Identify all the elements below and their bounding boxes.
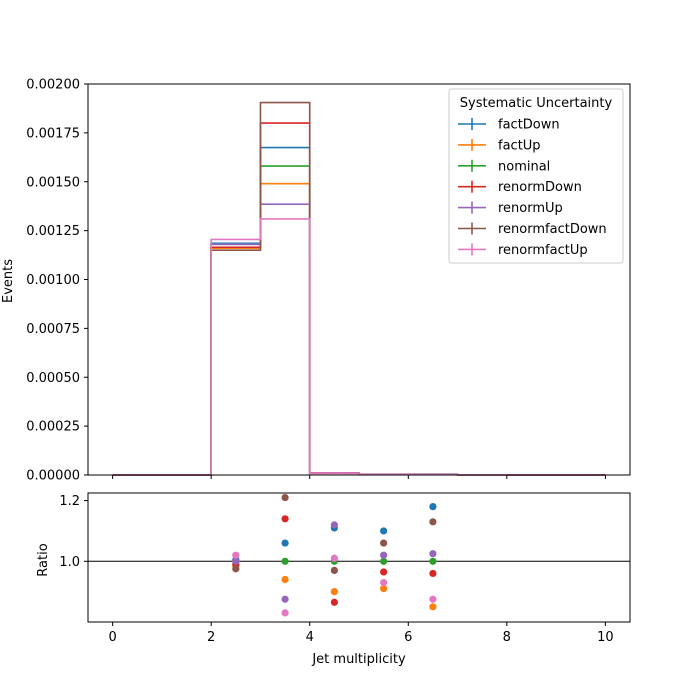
ratio-point-renormDown [380, 568, 388, 576]
legend-item-renormUp: renormUp [458, 201, 563, 216]
ratio-point-renormUp [380, 551, 388, 559]
ratio-y-tick-label: 1.0 [59, 555, 80, 570]
legend-item-renormDown: renormDown [458, 180, 582, 195]
histogram-panel: 0.00000 0.00025 0.00050 0.00075 0.00100 0.001… [1, 78, 631, 484]
ratio-point-factUp [429, 603, 437, 611]
legend-item-renormfactUp: renormfactUp [458, 243, 588, 258]
histogram-y-tick-label: 0.00000 [26, 469, 80, 484]
ratio-x-tick-label: 0 [108, 630, 116, 645]
ratio-point-factUp [281, 575, 289, 584]
legend-label: nominal [498, 159, 550, 174]
ratio-point-nominal [281, 557, 289, 565]
ratio-point-renormDown [281, 515, 289, 523]
ratio-point-nominal [429, 557, 437, 565]
ratio-point-renormfactUp [281, 609, 289, 617]
ratio-panel: 1.0 1.2 0 2 4 6 8 10 Jet multiplicity Ratio [36, 492, 631, 667]
ratio-x-tick-label: 4 [306, 630, 314, 645]
histogram-y-tick-label: 0.00150 [26, 175, 80, 190]
ratio-point-factDown [281, 539, 289, 547]
ratio-x-tick-label: 8 [503, 630, 511, 645]
ratio-point-renormUp [330, 521, 338, 529]
ratio-x-tick-label: 10 [597, 630, 614, 645]
ratio-point-factUp [380, 585, 388, 593]
ratio-axes-frame [87, 492, 631, 623]
legend-label: factUp [498, 138, 541, 153]
ratio-point-renormfactDown [380, 539, 388, 547]
ratio-x-tick-label: 2 [207, 630, 215, 645]
ratio-x-ticks: 0 2 4 6 8 10 [108, 622, 614, 645]
ratio-point-renormfactDown [281, 493, 289, 502]
legend-title: Systematic Uncertainty [460, 96, 613, 111]
ratio-point-renormUp [281, 595, 289, 603]
histogram-y-tick-label: 0.00125 [26, 224, 80, 239]
ratio-point-renormfactUp [429, 595, 437, 603]
ratio-point-renormfactUp [380, 578, 388, 587]
ratio-point-nominal [380, 557, 388, 565]
histogram-x-ticks [112, 475, 606, 479]
ratio-series-group [232, 493, 437, 617]
histogram-y-tick-label: 0.00025 [26, 420, 80, 435]
legend-label: renormfactDown [498, 222, 607, 237]
legend-label: renormUp [498, 201, 563, 216]
ratio-x-axis-label: Jet multiplicity [311, 652, 406, 667]
legend-box [448, 88, 624, 264]
ratio-point-factDown [380, 527, 388, 535]
ratio-y-axis-label: Ratio [36, 543, 51, 576]
legend: Systematic Uncertainty factDown factUp nom… [448, 88, 624, 264]
ratio-point-renormfactDown [330, 566, 338, 575]
legend-item-factDown: factDown [458, 118, 560, 133]
legend-label: renormDown [498, 180, 582, 195]
histogram-y-ticks: 0.00000 0.00025 0.00050 0.00075 0.00100 0.001… [26, 78, 88, 484]
ratio-point-renormUp [429, 550, 437, 558]
ratio-y-tick-label: 1.2 [59, 494, 80, 509]
ratio-point-renormDown [330, 598, 338, 606]
ratio-point-renormDown [429, 569, 437, 578]
ratio-y-ticks: 1.0 1.2 [59, 494, 88, 570]
ratio-x-tick-label: 6 [404, 630, 412, 645]
histogram-y-tick-label: 0.00175 [26, 126, 80, 141]
legend-item-renormfactDown: renormfactDown [458, 222, 607, 237]
ratio-point-renormfactUp [232, 551, 240, 559]
histogram-y-tick-label: 0.00100 [26, 273, 80, 288]
legend-item-factUp: factUp [458, 138, 541, 153]
ratio-point-factUp [330, 588, 338, 596]
ratio-point-factDown [429, 503, 437, 511]
legend-label: factDown [498, 118, 560, 133]
legend-items: factDown factUp nominal renormDown renormUp r… [458, 118, 607, 258]
histogram-y-tick-label: 0.00050 [26, 371, 80, 386]
ratio-point-renormfactDown [429, 518, 437, 526]
histogram-y-axis-label: Events [1, 259, 16, 303]
ratio-point-renormfactDown [232, 565, 240, 573]
histogram-y-tick-label: 0.00075 [26, 322, 80, 337]
histogram-y-tick-label: 0.00200 [26, 78, 80, 93]
legend-item-nominal: nominal [458, 159, 550, 174]
ratio-point-renormUp [232, 557, 240, 565]
ratio-point-renormfactUp [330, 554, 338, 562]
legend-label: renormfactUp [498, 243, 588, 258]
